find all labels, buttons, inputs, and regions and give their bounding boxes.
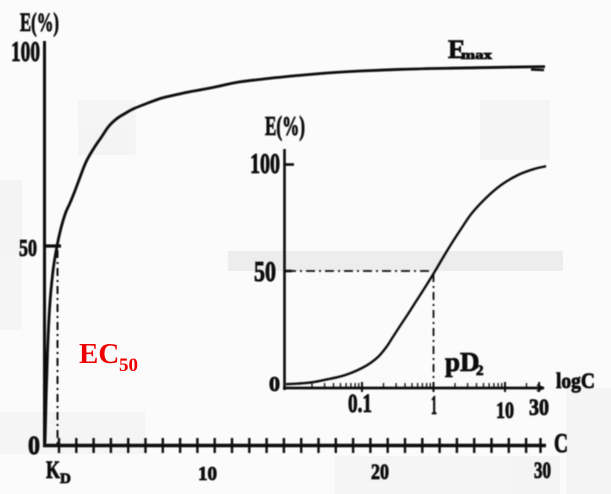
svg-text:1: 1 [431,390,437,420]
svg-text:E: E [448,35,465,64]
svg-text:pD: pD [445,347,480,377]
svg-text:50: 50 [19,236,37,262]
svg-text:max: max [461,47,493,62]
svg-text:20: 20 [371,459,389,484]
svg-text:EC: EC [79,338,119,370]
svg-text:50: 50 [119,355,138,376]
svg-text:K: K [46,457,60,484]
svg-text:C: C [554,428,568,458]
svg-text:E(%): E(%) [20,8,59,37]
svg-text:E(%): E(%) [265,111,305,141]
svg-text:30: 30 [529,395,549,420]
svg-text:0: 0 [28,431,40,460]
svg-text:100: 100 [11,37,40,68]
svg-text:2: 2 [476,363,484,379]
svg-text:0.1: 0.1 [348,389,372,418]
svg-text:D: D [60,471,71,487]
svg-text:100: 100 [250,149,280,180]
svg-text:logC: logC [556,368,595,393]
svg-text:10: 10 [496,398,514,423]
svg-text:30: 30 [534,458,551,483]
svg-text:50: 50 [254,257,276,288]
svg-text:0: 0 [269,372,280,396]
svg-text:10: 10 [198,463,217,485]
